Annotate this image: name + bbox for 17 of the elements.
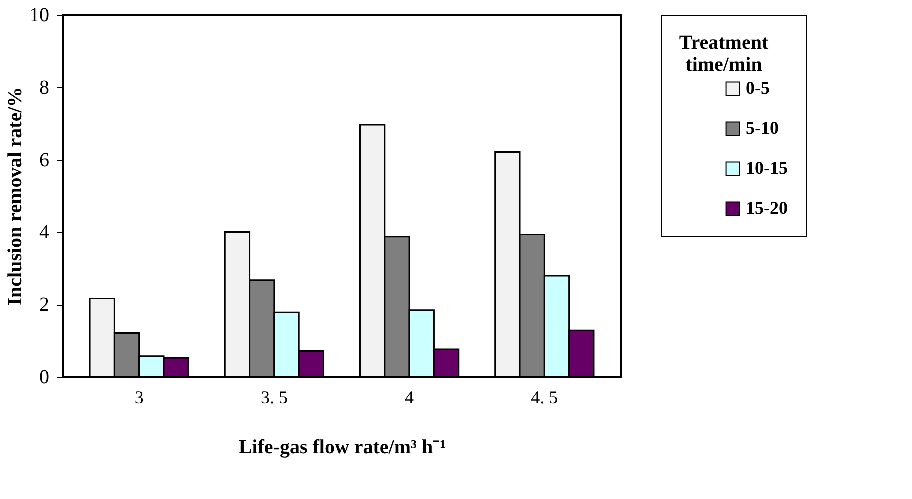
legend-title: Treatment time/min bbox=[679, 32, 769, 76]
legend-label: 15-20 bbox=[746, 198, 788, 218]
y-tick-label: 8 bbox=[40, 76, 50, 99]
x-tick-label: 3. 5 bbox=[260, 388, 288, 408]
legend-label: 5-10 bbox=[746, 118, 779, 138]
y-tick-label: 6 bbox=[40, 149, 50, 172]
x-tick-label: 3 bbox=[134, 388, 144, 408]
legend-label: 10-15 bbox=[746, 158, 788, 178]
x-tick-label: 4 bbox=[405, 388, 414, 408]
legend-label: 0-5 bbox=[746, 78, 770, 98]
y-axis-title: Inclusion removal rate/% bbox=[4, 87, 26, 306]
y-tick-label: 0 bbox=[40, 366, 50, 388]
x-tick-label: 4. 5 bbox=[531, 388, 558, 408]
y-tick-label: 10 bbox=[30, 4, 50, 26]
x-axis-title: Life-gas flow rate/m³ h⁻¹ bbox=[238, 436, 446, 458]
y-tick-label: 4 bbox=[40, 222, 50, 244]
y-tick-label: 2 bbox=[40, 294, 50, 316]
